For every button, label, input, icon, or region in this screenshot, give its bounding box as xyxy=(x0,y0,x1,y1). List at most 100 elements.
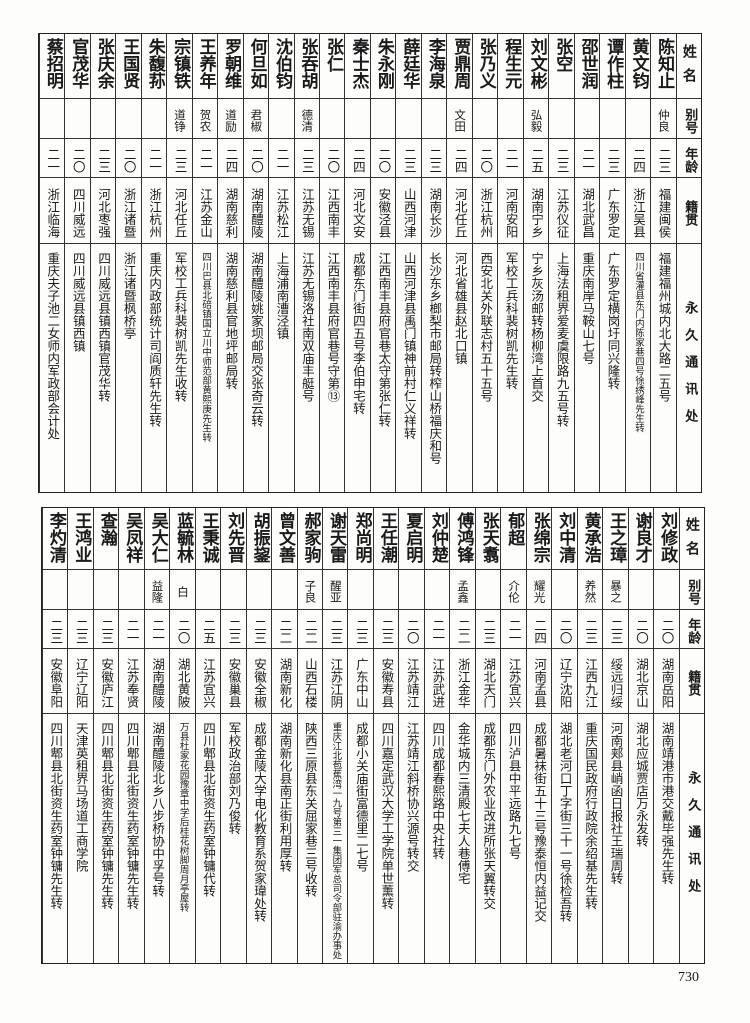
cell-alias xyxy=(475,570,501,610)
cell-age: 二〇 xyxy=(170,610,195,649)
cell-alias xyxy=(348,570,373,610)
cell-native: 辽宁沈阳 xyxy=(552,649,577,714)
cell-address: 上海浦南漕泾镇 xyxy=(274,252,290,340)
cell-native: 河北枣强 xyxy=(90,178,116,244)
cell-alias: 道铮 xyxy=(167,99,192,139)
cell-alias xyxy=(39,99,65,139)
table-row: 贾鼎周 文田 二四 河北任丘 河北省雄县赵北口镇 xyxy=(446,34,472,492)
cell-name: 谭作柱 xyxy=(600,34,625,99)
cell-address: 江西南丰县府官巷号守第⑬ xyxy=(325,252,341,402)
cell-name: 王鸿业 xyxy=(68,508,93,570)
cell-address: 四川威远县镇西镇 xyxy=(70,252,86,352)
table-row: 黄承浩 养然 二三 江西九江 重庆国民政府行政院余绍基先生转 xyxy=(576,508,603,963)
cell-native: 河北任丘 xyxy=(167,178,192,244)
cell-native: 浙江杭州 xyxy=(141,178,167,244)
cell-alias xyxy=(654,570,679,610)
cell-alias: 醒亚 xyxy=(322,570,348,610)
cell-age: 二三 xyxy=(373,610,399,649)
cell-name: 张乃义 xyxy=(472,34,498,99)
cell-address: 上海法租界爱麦虞限路九五号转 xyxy=(554,252,570,427)
cell-name: 谢良才 xyxy=(628,508,654,570)
cell-alias xyxy=(628,570,654,610)
header-native: 籍贯 xyxy=(679,649,704,714)
cell-name: 吴大仁 xyxy=(144,508,170,570)
cell-name: 官茂华 xyxy=(65,34,90,99)
cell-address: 天津英租界马场道工商学院 xyxy=(73,722,89,872)
cell-age: 二三 xyxy=(549,139,574,178)
cell-alias xyxy=(396,99,421,139)
cell-address: 四川郫县北街资生药室钟镛先生转 xyxy=(99,722,115,910)
cell-native: 湖南醴陵 xyxy=(144,649,170,714)
table-row: 谢良才 二〇 湖北京山 湖北应城贾店万永发转 xyxy=(627,508,654,963)
cell-name: 王国贤 xyxy=(116,34,141,99)
cell-address: 河北省雄县赵北口镇 xyxy=(452,252,468,365)
cell-alias: 贺农 xyxy=(192,99,218,139)
cell-native: 湖南岳阳 xyxy=(654,649,679,714)
table-row: 李海泉 二三 湖南长沙 长沙东乡榔梨市邮局转榨山桥福庆和号 xyxy=(420,34,447,492)
cell-alias xyxy=(221,570,246,610)
table-row: 王鸿业 二三 辽宁辽阳 天津英租界马场道工商学院 xyxy=(67,508,93,963)
cell-alias: 耀光 xyxy=(526,570,552,610)
cell-address: 金华城内三清殿七夫人巷傅宅 xyxy=(455,722,471,885)
cell-age: 二三 xyxy=(90,139,116,178)
table-row: 胡振鋆 二三 安徽全椒 成都金陵大学电化教育系贺家瑋处转 xyxy=(245,508,272,963)
cell-name: 郑尚明 xyxy=(348,508,373,570)
cell-age: 二二 xyxy=(450,610,475,649)
cell-address: 四川成都春熙路中央社转 xyxy=(430,722,446,860)
table-row: 王国贤 二〇 浙江诸暨 浙江诸暨枫桥亭 xyxy=(115,34,141,492)
cell-alias xyxy=(373,570,399,610)
table-row: 夏启明 二〇 江苏靖江 江苏靖江斜桥协兴源号转交 xyxy=(398,508,424,963)
cell-native: 江西南丰 xyxy=(319,178,345,244)
cell-alias: 子良 xyxy=(297,570,322,610)
cell-native: 湖北武昌 xyxy=(574,178,600,244)
table-row: 查瀚 二三 安徽庐江 四川郫县北街资生药室钟镛先生转 xyxy=(92,508,119,963)
cell-name: 吴凤祥 xyxy=(119,508,144,570)
cell-name: 宗镇铁 xyxy=(167,34,192,99)
cell-native: 湖南醴陵 xyxy=(243,178,269,244)
header-address: 永久通讯处 xyxy=(685,771,701,906)
cell-age: 二三 xyxy=(167,139,192,178)
table-row: 傅鸿锋 孟鑫 二二 浙江金华 金华城内三清殿七夫人巷傅宅 xyxy=(449,508,475,963)
cell-address: 四川郫县北街资生药室钟镛先生转 xyxy=(124,722,140,910)
table-row: 郝家驹 子良 二二 山西石楼 陕西三原县东关屈家巷三号收转 xyxy=(296,508,322,963)
table-row: 蓝毓林白二〇 湖北黄陂 万县杜家花园豫章中学后桂花树脚周月亭屋转 xyxy=(169,508,195,963)
cell-alias xyxy=(399,570,424,610)
header-age: 年龄 xyxy=(676,139,701,178)
cell-name: 张绵宗 xyxy=(526,508,552,570)
page-number: 730 xyxy=(678,970,699,985)
cell-name: 刘文彬 xyxy=(523,34,549,99)
cell-name: 张空 xyxy=(549,34,574,99)
cell-alias xyxy=(269,99,294,139)
cell-alias xyxy=(93,570,119,610)
cell-address: 重庆江北苞蕉湾一九号第三一集团军总司令部驻渝办事处 xyxy=(330,722,342,960)
table-row: 罗朝维 道励 二四 湖南慈利 湖南慈利县官地坪邮局转 xyxy=(217,34,243,492)
header-age: 年龄 xyxy=(679,610,704,649)
cell-native: 江苏江阴 xyxy=(322,649,348,714)
cell-native: 江苏松江 xyxy=(269,178,294,244)
cell-native: 四川威远 xyxy=(65,178,90,244)
cell-alias xyxy=(119,570,144,610)
cell-native: 浙江杭州 xyxy=(472,178,498,244)
cell-address: 军校工兵科裴树凯先生收转 xyxy=(172,252,188,402)
cell-name: 程生元 xyxy=(498,34,523,99)
cell-name: 黄承浩 xyxy=(577,508,603,570)
cell-native: 湖南宁乡 xyxy=(523,178,549,244)
cell-name: 刘先晋 xyxy=(221,508,246,570)
cell-native: 绥远归绥 xyxy=(603,649,628,714)
cell-age: 二〇 xyxy=(243,139,269,178)
cell-alias xyxy=(65,99,90,139)
cell-name: 曾文善 xyxy=(272,508,297,570)
table-row: 吴大仁 益隆 二一 湖南醴陵 湖南醴陵北乡八步桥协中孚号转 xyxy=(143,508,170,963)
header-name: 姓名 xyxy=(679,508,704,570)
cell-age: 二三 xyxy=(396,139,421,178)
cell-address: 万县杜家花园豫章中学后桂花树脚周月亭屋转 xyxy=(177,722,189,912)
cell-name: 刘中清 xyxy=(552,508,577,570)
cell-address: 四川省灌县东门内陈家巷四号徐绣峰先生转 xyxy=(633,252,645,433)
cell-name: 何旦如 xyxy=(243,34,269,99)
cell-name: 王养年 xyxy=(192,34,218,99)
cell-name: 郁超 xyxy=(501,508,526,570)
cell-address: 湖南醴陵北乡八步桥协中孚号转 xyxy=(150,722,166,897)
cell-native: 江苏无锡 xyxy=(294,178,319,244)
cell-address: 长沙东乡榔梨市邮局转榨山桥福庆和号 xyxy=(427,252,443,465)
cell-age: 二三 xyxy=(246,610,272,649)
